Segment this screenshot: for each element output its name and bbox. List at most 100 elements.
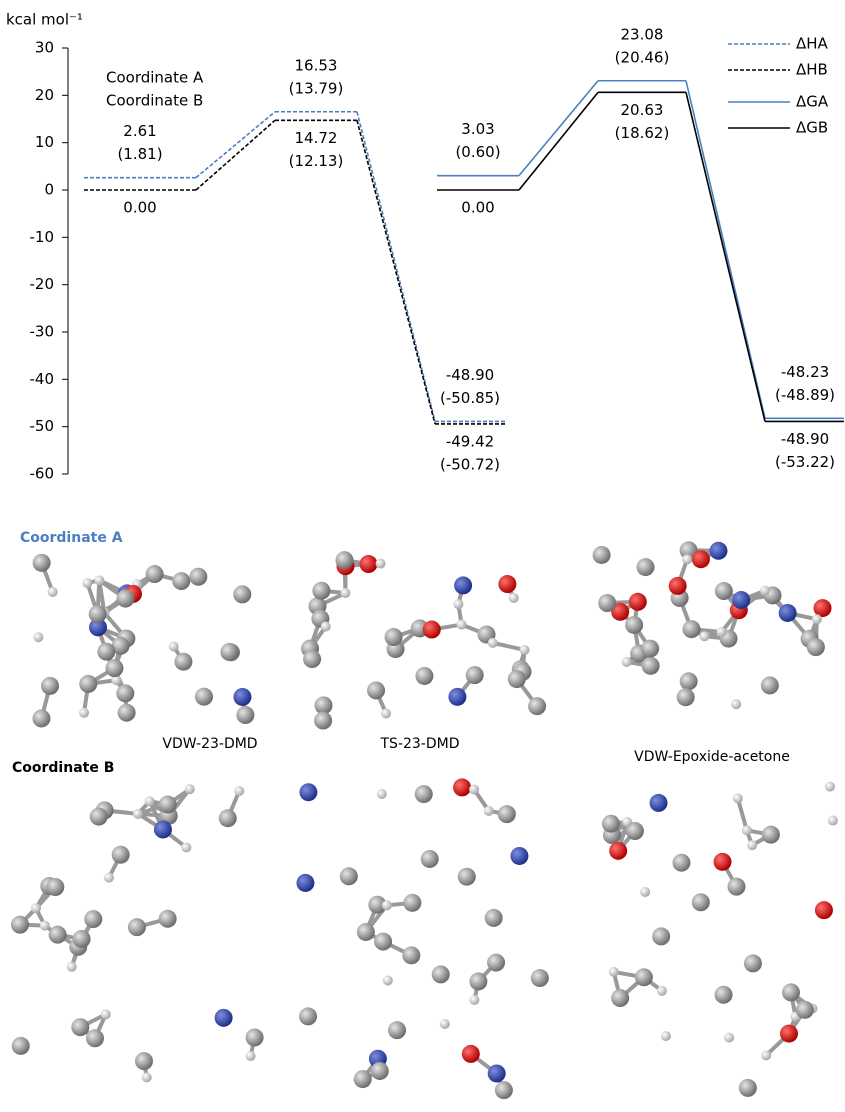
atom [742,825,752,835]
atom [760,586,770,596]
connector [686,81,765,419]
atom [104,873,114,883]
atom [747,840,757,850]
atom [717,627,727,637]
atom [154,820,172,838]
atom [682,554,692,564]
caption: VDW-Epoxide-acetone [634,749,790,765]
molecule-images [11,541,838,1099]
atom [357,923,375,941]
atom [611,989,629,1007]
atom [598,594,616,612]
value-label: 20.63 [621,101,664,119]
atom [709,542,727,560]
atom [219,809,237,827]
atom [49,926,67,944]
value-label: (-48.89) [775,386,835,404]
atom [609,967,619,977]
atom [672,854,690,872]
atom [484,806,494,816]
atom [185,784,195,794]
atom [382,900,392,910]
atom [145,796,155,806]
atom [677,688,695,706]
atom [46,878,64,896]
connector [357,112,435,422]
atom [79,675,97,693]
atom [487,954,505,972]
atom [508,670,526,688]
y-tick-label: -20 [30,275,55,293]
atom [713,853,731,871]
atom [415,667,433,685]
atom [731,699,741,709]
atom [715,986,733,1004]
atom [782,983,800,1001]
value-label: -48.23 [781,363,829,381]
atom [622,817,632,827]
legend-label: ΔHB [796,61,828,79]
atom [462,1045,480,1063]
atom [629,593,647,611]
atom [509,593,519,603]
annotation: Coordinate A [106,69,204,87]
value-label: (18.62) [615,124,670,142]
atom [367,681,385,699]
atom [105,659,123,677]
atom [97,643,115,661]
value-label: (13.79) [289,79,344,97]
value-label: (12.13) [289,152,344,170]
atom [89,605,107,623]
atom [488,1064,506,1082]
value-label: 16.53 [295,56,338,74]
value-label: (0.60) [455,143,500,161]
atom [657,986,667,996]
atom [432,965,450,983]
atom [652,927,670,945]
atom [724,1033,734,1043]
atom [699,631,709,641]
atom [118,704,136,722]
atom [354,1070,372,1088]
y-tick-label: -30 [30,323,55,341]
y-tick-label: 20 [35,86,54,104]
atom [640,887,650,897]
atom [739,1079,757,1097]
atom [680,672,698,690]
atom [48,587,58,597]
atom [812,614,822,624]
atom [84,910,102,928]
atom [692,893,710,911]
atom [94,575,104,585]
value-label: (20.46) [615,48,670,66]
atom [469,972,487,990]
atom [440,1019,450,1029]
atom [421,850,439,868]
value-label: 23.08 [621,25,664,43]
connector [196,112,275,178]
atom [498,805,516,823]
atom [602,815,620,833]
y-tick-label: -50 [30,417,55,435]
value-label: (1.81) [117,145,162,163]
row-title: Coordinate A [20,530,123,546]
value-label: 0.00 [123,199,156,217]
atom [531,969,549,987]
atom [90,808,108,826]
atom [488,638,498,648]
atom [825,782,835,792]
atom [189,568,207,586]
atom [33,554,51,572]
atom [403,894,421,912]
atom [41,677,59,695]
atom [371,1062,389,1080]
atom [174,653,192,671]
atom [485,909,503,927]
atom [340,867,358,885]
atom [635,968,653,986]
atom [510,847,528,865]
atom [101,1009,111,1019]
atom [761,676,779,694]
atom [31,903,41,913]
atom [135,1052,153,1070]
